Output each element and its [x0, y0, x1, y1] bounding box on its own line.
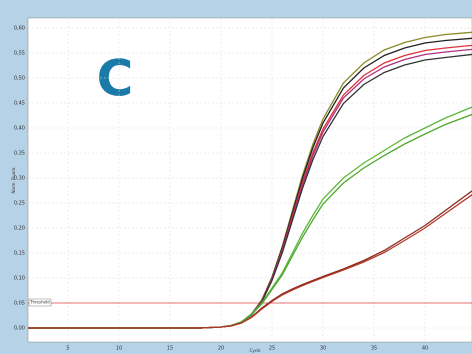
- series-line: [28, 194, 472, 329]
- plot-area: [27, 17, 472, 343]
- y-tick-label: 0,25: [14, 201, 25, 207]
- x-axis-label: Cycle: [250, 348, 261, 353]
- y-tick-label: 0,35: [14, 151, 25, 157]
- y-tick-label: 0,45: [14, 101, 25, 107]
- y-tick-label: 0,20: [14, 226, 25, 232]
- threshold-box: [28, 298, 52, 307]
- x-tick-label: 20: [218, 346, 224, 352]
- y-tick-label: 0,40: [14, 126, 25, 132]
- x-tick-label: 30: [320, 346, 326, 352]
- y-axis-label: Norm. Fluoro.: [11, 166, 16, 193]
- x-tick-label: 35: [371, 346, 377, 352]
- y-tick-label: 0,15: [14, 251, 25, 257]
- y-tick-label: 0,10: [14, 276, 25, 282]
- panel-label: C: [97, 50, 134, 108]
- x-tick-label: 25: [269, 346, 275, 352]
- y-tick-label: 0,00: [14, 326, 25, 332]
- y-tick-label: 0,55: [14, 51, 25, 57]
- x-tick-label: 40: [422, 346, 428, 352]
- y-tick-label: 0,05: [14, 301, 25, 307]
- y-tick-label: 0,50: [14, 76, 25, 82]
- y-tick-label: 0,30: [14, 176, 25, 182]
- x-tick-label: 15: [167, 346, 173, 352]
- threshold-label: Threshold: [29, 300, 50, 305]
- y-tick-label: 0,60: [14, 26, 25, 32]
- x-tick-label: 10: [116, 346, 122, 352]
- x-tick-label: 5: [66, 346, 69, 352]
